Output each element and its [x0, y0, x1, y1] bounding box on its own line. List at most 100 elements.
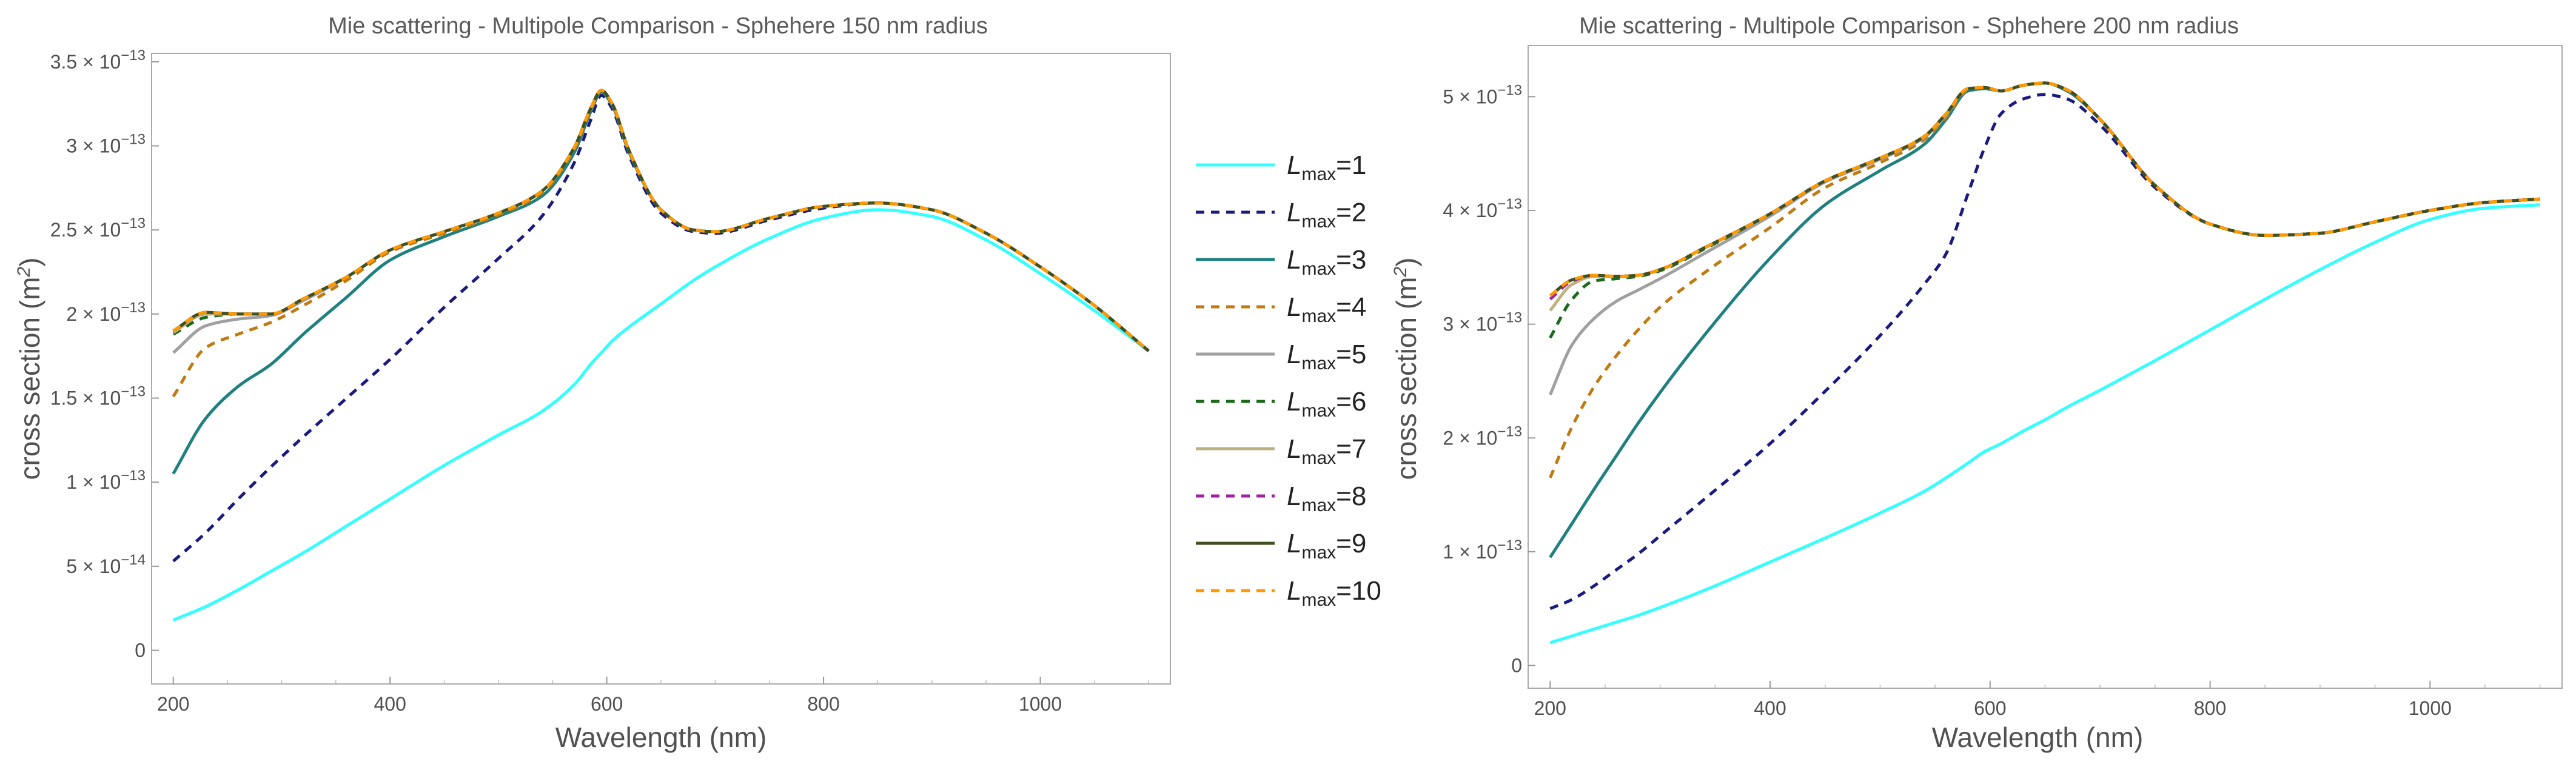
legend-label: Lmax=6 — [1287, 387, 1366, 421]
legend-label-value: =10 — [1336, 576, 1381, 606]
y-tick-label: 3.5 × 10−13 — [50, 47, 146, 73]
x-axis: 200 400 600 800 1000 — [157, 677, 1150, 715]
legend-label: Lmax=8 — [1287, 481, 1366, 515]
series-line-l-max-2 — [172, 93, 1150, 563]
legend-entry: Lmax=6 — [1196, 387, 1366, 421]
x-tick-label: 600 — [591, 693, 623, 715]
y-tick-mantissa: 1.5 × 10 — [50, 387, 121, 409]
legend-label-sub: max — [1301, 401, 1336, 421]
y-axis-label-text: cross section (m — [1390, 277, 1422, 480]
y-axis-label-sup: 2 — [1390, 267, 1410, 278]
series-line-l-max-1 — [1549, 203, 2540, 645]
y-tick-mantissa: 2 × 10 — [1443, 427, 1497, 449]
y-tick-label: 1 × 10−13 — [1443, 537, 1522, 563]
legend-entry: Lmax=10 — [1196, 576, 1381, 610]
legend-label-sub: max — [1301, 495, 1336, 515]
legend-label-sub: max — [1301, 543, 1336, 563]
legend-label: Lmax=9 — [1287, 529, 1366, 563]
legend-label: Lmax=7 — [1287, 434, 1366, 468]
legend-label-base: L — [1287, 198, 1301, 227]
legend-entry: Lmax=3 — [1196, 245, 1366, 279]
series-line-l-max-3 — [1549, 81, 2540, 558]
y-tick-exponent: −13 — [121, 132, 146, 148]
y-tick-mantissa: 5 × 10 — [66, 555, 121, 577]
y-tick-label: 5 × 10−14 — [66, 552, 146, 577]
y-tick-mantissa: 0 — [1511, 654, 1522, 676]
y-axis: 05 × 10−141 × 10−131.5 × 10−132 × 10−132… — [50, 47, 159, 662]
y-tick-label: 0 — [135, 640, 146, 662]
y-tick-label: 2 × 10−13 — [66, 300, 146, 325]
legend-entry: Lmax=5 — [1196, 340, 1366, 374]
x-tick-label: 200 — [1534, 697, 1566, 719]
y-tick-exponent: −13 — [1497, 196, 1522, 212]
series-line-l-max-9 — [172, 89, 1150, 352]
series-lines — [172, 89, 1150, 622]
y-tick-mantissa: 1 × 10 — [1443, 541, 1497, 563]
legend-label-value: =5 — [1336, 340, 1366, 369]
x-tick-label: 800 — [2194, 697, 2226, 719]
y-tick-mantissa: 2.5 × 10 — [50, 219, 121, 241]
y-axis-label-sup: 2 — [14, 267, 34, 278]
x-tick-label: 1000 — [2409, 697, 2452, 719]
series-line-l-max-7 — [172, 89, 1150, 352]
y-tick-exponent: −13 — [121, 215, 146, 232]
legend-label-base: L — [1287, 245, 1301, 275]
legend-label-sub: max — [1301, 354, 1336, 374]
y-tick-label: 3 × 10−13 — [1443, 310, 1522, 335]
legend-label-base: L — [1287, 434, 1301, 464]
y-tick-label: 2 × 10−13 — [1443, 423, 1522, 449]
legend-label: Lmax=3 — [1287, 245, 1366, 279]
legend-label-base: L — [1287, 387, 1301, 417]
legend-label-value: =7 — [1336, 434, 1366, 464]
y-tick-label: 2.5 × 10−13 — [50, 215, 146, 241]
legend-label-sub: max — [1301, 306, 1336, 326]
y-tick-exponent: −13 — [121, 384, 146, 400]
y-tick-mantissa: 2 × 10 — [66, 303, 121, 325]
x-tick-label: 200 — [157, 693, 189, 715]
legend-label: Lmax=1 — [1287, 150, 1366, 184]
y-axis-label-close: ) — [14, 258, 45, 267]
legend-label-value: =1 — [1336, 150, 1366, 180]
legend-entry: Lmax=4 — [1196, 292, 1366, 326]
y-axis: 01 × 10−132 × 10−133 × 10−134 × 10−135 ×… — [1443, 82, 1535, 676]
x-axis-label: Wavelength (nm) — [555, 722, 767, 753]
series-line-l-max-3 — [172, 90, 1150, 475]
plot-frame — [151, 53, 1171, 685]
x-tick-label: 400 — [374, 693, 406, 715]
legend-label-base: L — [1287, 481, 1301, 511]
series-lines — [1549, 81, 2540, 645]
legend-label-sub: max — [1301, 448, 1336, 468]
y-tick-mantissa: 4 × 10 — [1443, 199, 1497, 221]
y-tick-mantissa: 1 × 10 — [66, 471, 121, 493]
legend-label-sub: max — [1301, 259, 1336, 279]
series-line-l-max-9 — [1549, 81, 2540, 297]
legend-entry: Lmax=8 — [1196, 481, 1366, 515]
y-axis-label-close: ) — [1390, 258, 1422, 267]
legend-label-base: L — [1287, 576, 1301, 606]
legend-label-value: =6 — [1336, 387, 1366, 417]
series-line-l-max-6 — [172, 89, 1150, 352]
series-line-l-max-1 — [172, 208, 1150, 622]
legend-entry: Lmax=2 — [1196, 198, 1366, 232]
y-tick-mantissa: 3 × 10 — [66, 135, 121, 157]
y-tick-exponent: −13 — [1497, 537, 1522, 554]
legend-label-value: =9 — [1336, 529, 1366, 558]
legend-entry: Lmax=7 — [1196, 434, 1366, 468]
y-tick-exponent: −13 — [1497, 310, 1522, 326]
chart-title: Mie scattering - Multipole Comparison - … — [328, 13, 988, 39]
legend-label-base: L — [1287, 292, 1301, 322]
legend-label-value: =4 — [1336, 292, 1366, 322]
y-tick-exponent: −13 — [121, 467, 146, 484]
y-tick-mantissa: 3.5 × 10 — [50, 51, 121, 73]
x-tick-label: 1000 — [1019, 693, 1062, 715]
x-axis: 200 400 600 800 1000 — [1534, 681, 2541, 719]
y-tick-exponent: −13 — [121, 47, 146, 64]
legend-label-sub: max — [1301, 212, 1336, 232]
series-line-l-max-8 — [172, 89, 1150, 352]
legend-label-base: L — [1287, 340, 1301, 369]
legend-label-value: =2 — [1336, 198, 1366, 227]
y-tick-exponent: −13 — [1497, 82, 1522, 98]
y-axis-label: cross section (m2) — [14, 258, 45, 480]
